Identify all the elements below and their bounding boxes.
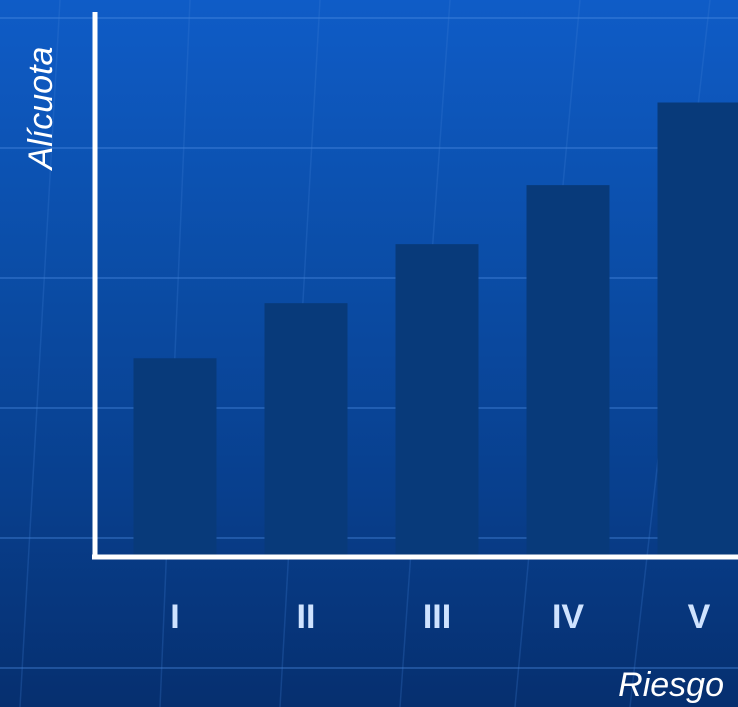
- x-tick-label-iv: IV: [552, 598, 584, 636]
- x-tick-label-i: I: [170, 598, 179, 636]
- y-axis-title: Alícuota: [22, 47, 60, 172]
- x-tick-labels: I II III IV V: [170, 598, 710, 636]
- bar-v: [657, 102, 738, 555]
- x-tick-label-v: V: [688, 598, 711, 636]
- x-tick-label-iii: III: [423, 598, 451, 636]
- bar-iv: [526, 185, 610, 555]
- x-axis-title: Riesgo: [618, 666, 724, 704]
- bar-iii: [395, 244, 479, 556]
- bars-group: [133, 102, 738, 556]
- x-tick-label-ii: II: [297, 598, 316, 636]
- bar-i: [133, 358, 217, 555]
- bar-ii: [264, 303, 348, 555]
